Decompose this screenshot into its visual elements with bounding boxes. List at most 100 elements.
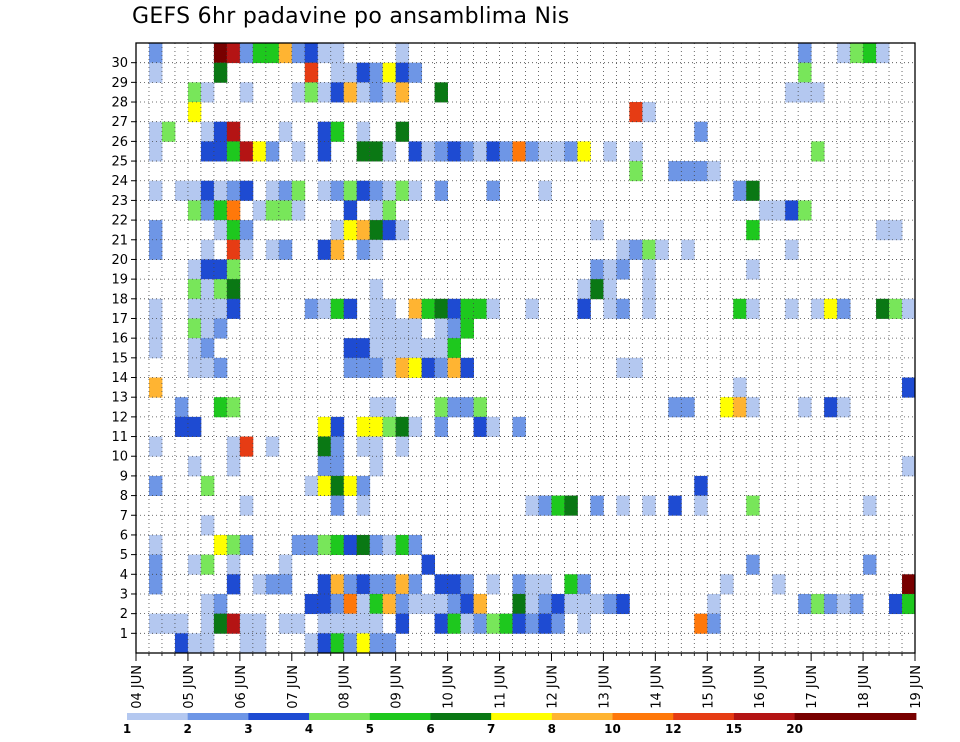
heatmap-cell	[382, 338, 397, 359]
heatmap-cell	[343, 62, 358, 83]
heatmap-cell	[148, 43, 163, 64]
heatmap-cell	[330, 593, 345, 615]
heatmap-cell	[746, 397, 760, 418]
heatmap-cell	[330, 475, 345, 496]
heatmap-cell	[278, 43, 293, 64]
heatmap-cell	[395, 436, 410, 457]
heatmap-cell	[174, 397, 189, 418]
heatmap-cell	[447, 574, 461, 595]
heatmap-cell	[213, 613, 228, 634]
heatmap-cell	[330, 298, 345, 319]
heatmap-cell	[317, 141, 332, 162]
heatmap-cell	[616, 239, 630, 260]
heatmap-cell	[707, 613, 721, 634]
heatmap-cell	[434, 318, 448, 339]
legend-label: 2	[184, 722, 192, 736]
heatmap-cell	[174, 180, 189, 201]
heatmap-cell	[369, 534, 384, 556]
heatmap-cell	[902, 298, 916, 319]
legend-layer: 1 2 3 4 5 6 7 8 10 12 15 20	[123, 713, 917, 736]
heatmap-cell	[148, 554, 163, 575]
heatmap-cell	[733, 377, 747, 398]
heatmap-cell	[330, 62, 345, 83]
heatmap-cell	[187, 633, 202, 654]
y-tick-label: 26	[111, 135, 128, 150]
heatmap-cell	[798, 593, 812, 615]
heatmap-cell	[668, 495, 682, 516]
heatmap-cell	[148, 141, 163, 162]
heatmap-cell	[369, 613, 384, 634]
heatmap-cell	[317, 121, 332, 142]
heatmap-cell	[369, 239, 384, 260]
heatmap-cell	[356, 338, 371, 359]
x-tick-label: 14 JUN	[649, 665, 664, 709]
heatmap-cell	[239, 534, 254, 556]
heatmap-cell	[304, 298, 319, 319]
heatmap-cell	[317, 180, 332, 201]
x-tick-label: 11 JUN	[494, 665, 509, 709]
heatmap-cell	[473, 416, 487, 437]
heatmap-cell	[850, 593, 864, 615]
heatmap-cell	[226, 613, 241, 634]
heatmap-cell	[434, 357, 448, 378]
heatmap-cell	[395, 318, 410, 339]
heatmap-cell	[551, 495, 565, 516]
heatmap-cell	[330, 121, 345, 142]
heatmap-cell	[785, 200, 799, 221]
heatmap-cell	[356, 495, 371, 516]
heatmap-cell	[213, 200, 228, 221]
heatmap-cell	[408, 62, 423, 83]
heatmap-cell	[694, 495, 708, 516]
heatmap-cell	[876, 220, 890, 241]
heatmap-cell	[512, 574, 526, 595]
heatmap-cell	[486, 180, 500, 201]
heatmap-cell	[759, 200, 773, 221]
heatmap-cell	[148, 239, 163, 260]
heatmap-cell	[278, 239, 293, 260]
heatmap-cell	[200, 298, 215, 319]
heatmap-cell	[200, 318, 215, 339]
heatmap-cell	[382, 62, 397, 83]
legend-swatch	[248, 713, 310, 720]
heatmap-cell	[369, 298, 384, 319]
heatmap-cell	[317, 436, 332, 457]
y-tick-label: 25	[111, 155, 128, 170]
heatmap-cell	[343, 574, 358, 595]
heatmap-cell	[291, 141, 306, 162]
heatmap-cell	[252, 633, 267, 654]
legend-swatch	[673, 713, 735, 720]
heatmap-cell	[408, 357, 423, 378]
heatmap-cell	[356, 121, 371, 142]
heatmap-cell	[863, 495, 877, 516]
heatmap-cell	[356, 574, 371, 595]
heatmap-cell	[408, 318, 423, 339]
y-tick-label: 1	[120, 627, 128, 642]
y-tick-label: 19	[111, 273, 128, 288]
heatmap-cell	[187, 338, 202, 359]
heatmap-cell	[369, 338, 384, 359]
heatmap-cell	[525, 141, 539, 162]
heatmap-cell	[447, 357, 461, 378]
heatmap-cell	[291, 43, 306, 64]
heatmap-cell	[226, 121, 241, 142]
heatmap-cell	[447, 613, 461, 634]
heatmap-cell	[356, 436, 371, 457]
heatmap-cell	[200, 279, 215, 300]
heatmap-cell	[642, 239, 656, 260]
heatmap-cell	[187, 554, 202, 575]
heatmap-cell	[473, 397, 487, 418]
legend-swatch	[309, 713, 371, 720]
heatmap-cell	[265, 43, 280, 64]
heatmap-cell	[551, 613, 565, 634]
heatmap-cell	[291, 534, 306, 556]
heatmap-cell	[200, 357, 215, 378]
y-tick-label: 28	[111, 96, 128, 111]
heatmap-cell	[408, 593, 423, 615]
heatmap-cell	[265, 141, 280, 162]
heatmap-cell	[382, 82, 397, 103]
heatmap-cell	[538, 180, 552, 201]
heatmap-cell	[356, 82, 371, 103]
heatmap-cell	[330, 82, 345, 103]
heatmap-cell	[564, 495, 578, 516]
y-tick-label: 18	[111, 292, 128, 307]
